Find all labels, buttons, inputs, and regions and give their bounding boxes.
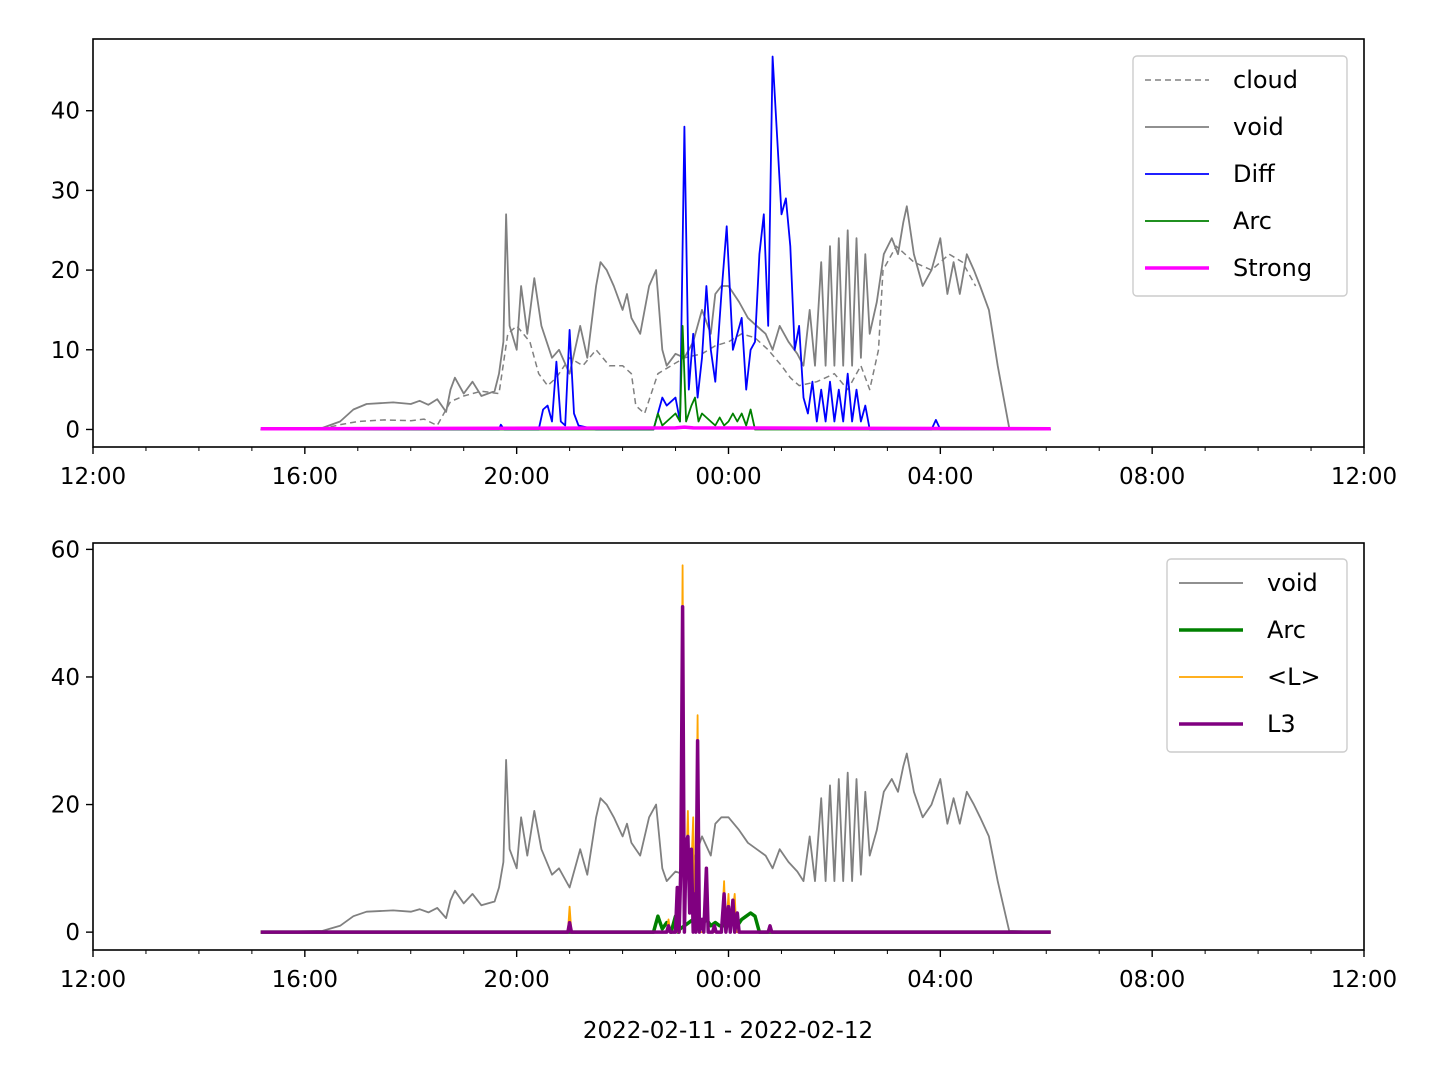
y-tick-label: 40: [51, 665, 80, 691]
legend-box: [1132, 55, 1348, 297]
legend: cloud void Diff Arc Strong: [1132, 55, 1348, 297]
legend-label-arc: Arc: [1233, 207, 1272, 235]
legend-label-void: void: [1233, 113, 1284, 141]
x-tick-label: 20:00: [484, 967, 550, 993]
legend-label-l: <L>: [1267, 663, 1321, 691]
x-tick-label: 12:00: [60, 464, 126, 490]
x-tick-label: 04:00: [907, 464, 973, 490]
x-tick-label: 16:00: [272, 464, 338, 490]
y-tick-label: 20: [51, 258, 80, 284]
y-tick-label: 0: [65, 920, 80, 946]
legend-label-strong: Strong: [1233, 254, 1312, 282]
series-line-void: [260, 752, 1051, 933]
x-tick-label: 12:00: [1331, 967, 1397, 993]
legend-label-void: void: [1267, 569, 1318, 597]
x-tick-label: 04:00: [907, 967, 973, 993]
y-tick-label: 20: [51, 793, 80, 819]
series-line-arc: [260, 325, 1051, 431]
plot-area: [260, 55, 1051, 431]
y-tick-label: 30: [51, 178, 80, 204]
plot-area: [260, 564, 1051, 934]
x-tick-label: 12:00: [60, 967, 126, 993]
x-tick-label: 20:00: [484, 464, 550, 490]
legend: void Arc <L> L3: [1166, 558, 1348, 753]
y-tick-label: 40: [51, 99, 80, 125]
top-chart-panel: 12:00 16:00 20:00 00:00 04:00 08:00 12:00 0 10 20…: [51, 38, 1397, 490]
series-line-diff: [260, 55, 1051, 431]
x-tick-label: 00:00: [695, 967, 761, 993]
series-line-void: [260, 205, 1051, 431]
y-tick-label: 0: [65, 417, 80, 443]
series-line-cloud: [260, 245, 977, 431]
legend-label-l3: L3: [1267, 710, 1296, 738]
x-tick-label: 08:00: [1119, 967, 1185, 993]
y-tick-label: 10: [51, 338, 80, 364]
series-line-l: [260, 564, 1051, 933]
series-line-arc: [260, 911, 1051, 934]
x-axis-label: 2022-02-11 - 2022-02-12: [583, 1018, 873, 1044]
x-tick-label: 08:00: [1119, 464, 1185, 490]
legend-label-cloud: cloud: [1233, 66, 1298, 94]
series-line-l3: [260, 605, 1051, 934]
legend-label-arc: Arc: [1267, 616, 1306, 644]
legend-label-diff: Diff: [1233, 160, 1275, 188]
series-line-strong: [260, 425, 1051, 431]
y-tick-label: 60: [51, 537, 80, 563]
bottom-chart-panel: 12:00 16:00 20:00 00:00 04:00 08:00 12:00 0 20 40…: [51, 537, 1397, 993]
x-tick-label: 12:00: [1331, 464, 1397, 490]
legend-box: [1166, 558, 1348, 753]
x-tick-label: 00:00: [695, 464, 761, 490]
x-tick-label: 16:00: [272, 967, 338, 993]
